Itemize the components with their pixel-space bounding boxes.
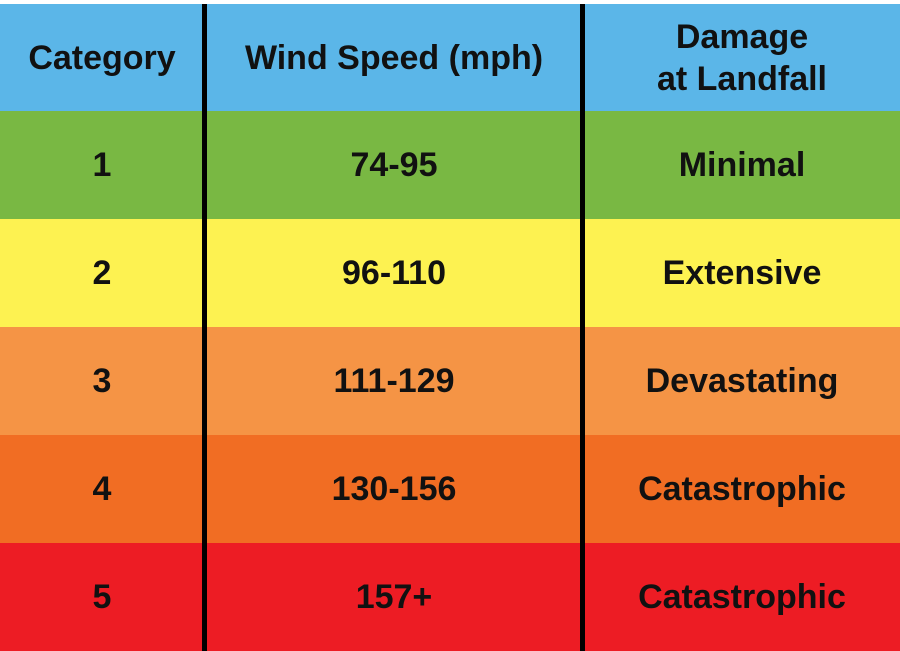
header-damage-line2: at Landfall (656, 59, 828, 98)
category-cell: 1 (92, 145, 112, 184)
wind-speed-cell: 157+ (355, 577, 433, 616)
category-cell: 2 (92, 253, 112, 292)
table-row-category-4: 4 130-156 Catastrophic (0, 435, 900, 543)
damage-cell: Minimal (678, 145, 806, 184)
header-row: Category Wind Speed (mph) Damage at Land… (0, 4, 900, 111)
header-damage-line1: Damage (675, 17, 809, 56)
damage-cell: Extensive (662, 253, 822, 292)
header-category: Category (28, 38, 176, 77)
damage-cell: Devastating (645, 361, 839, 400)
wind-speed-cell: 111-129 (333, 361, 455, 400)
table-row-category-5: 5 157+ Catastrophic (0, 543, 900, 651)
wind-speed-cell: 74-95 (350, 145, 438, 184)
wind-speed-cell: 96-110 (342, 253, 446, 292)
column-divider (202, 4, 207, 651)
table-row-category-1: 1 74-95 Minimal (0, 111, 900, 219)
table-row-category-3: 3 111-129 Devastating (0, 327, 900, 435)
category-cell: 4 (92, 469, 112, 508)
category-cell: 5 (92, 577, 112, 616)
hurricane-category-table: Category Wind Speed (mph) Damage at Land… (0, 4, 900, 651)
header-wind-speed: Wind Speed (mph) (244, 38, 544, 77)
damage-cell: Catastrophic (638, 469, 846, 508)
column-divider (580, 4, 585, 651)
wind-speed-cell: 130-156 (331, 469, 457, 508)
header-damage: Damage at Landfall (584, 4, 900, 111)
category-cell: 3 (92, 361, 112, 400)
table-row-category-2: 2 96-110 Extensive (0, 219, 900, 327)
damage-cell: Catastrophic (638, 577, 846, 616)
